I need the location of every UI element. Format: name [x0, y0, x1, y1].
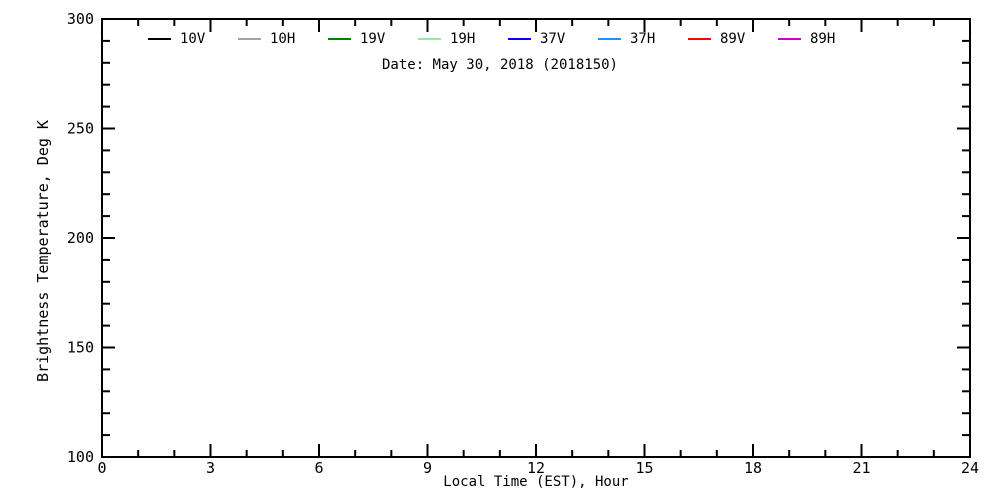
legend-line-swatch [418, 38, 441, 40]
y-tick-label: 150 [67, 339, 94, 357]
legend-line-swatch [508, 38, 531, 40]
legend-item-label: 37V [540, 31, 566, 47]
legend-item-37H: 37H [598, 31, 688, 47]
x-axis-label: Local Time (EST), Hour [443, 474, 629, 490]
legend-line-swatch [598, 38, 621, 40]
x-tick-label: 12 [527, 459, 545, 477]
y-tick-label: 300 [67, 10, 94, 28]
legend-line-swatch [148, 38, 171, 40]
x-tick-label: 9 [423, 459, 432, 477]
chart-title: Date: May 30, 2018 (2018150) [381, 57, 618, 73]
legend-item-10V: 10V [148, 31, 238, 47]
legend-item-19H: 19H [418, 31, 508, 47]
legend-item-label: 10H [270, 31, 296, 47]
plot-box [101, 18, 971, 458]
legend-item-label: 89V [720, 31, 746, 47]
x-tick-label: 6 [314, 459, 323, 477]
y-tick-label: 100 [67, 448, 94, 466]
x-tick-label: 15 [635, 459, 653, 477]
y-tick-label: 200 [67, 229, 94, 247]
x-tick-label: 0 [97, 459, 106, 477]
legend-item-label: 10V [180, 31, 206, 47]
legend-item-89H: 89H [778, 31, 868, 47]
legend-item-label: 19V [360, 31, 386, 47]
y-tick-label: 250 [67, 120, 94, 138]
legend-item-10H: 10H [238, 31, 328, 47]
legend-item-89V: 89V [688, 31, 778, 47]
legend-item-label: 19H [450, 31, 476, 47]
x-tick-label: 21 [852, 459, 870, 477]
x-tick-label: 18 [744, 459, 762, 477]
legend-line-swatch [778, 38, 801, 40]
legend-line-swatch [328, 38, 351, 40]
legend-line-swatch [238, 38, 261, 40]
legend-item-19V: 19V [328, 31, 418, 47]
y-axis-label: Brightness Temperature, Deg K [34, 120, 52, 382]
legend: 10V 10H 19V 19H 37V 37H 89V 89H [148, 31, 868, 47]
legend-line-swatch [688, 38, 711, 40]
legend-item-label: 37H [630, 31, 656, 47]
x-tick-label: 3 [206, 459, 215, 477]
x-tick-label: 24 [961, 459, 979, 477]
legend-item-label: 89H [810, 31, 836, 47]
legend-item-37V: 37V [508, 31, 598, 47]
